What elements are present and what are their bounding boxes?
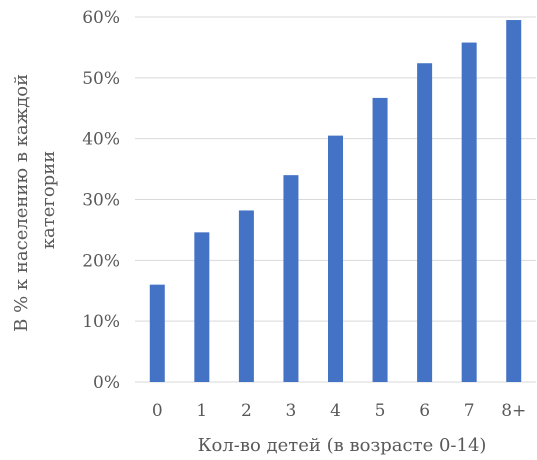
x-tick-label: 6 <box>419 401 430 421</box>
bar <box>328 135 343 382</box>
y-tick-label: 40% <box>82 130 120 150</box>
x-axis-title: Кол-во детей (в возрасте 0-14) <box>198 435 487 456</box>
bar <box>506 20 522 383</box>
x-tick-label: 3 <box>286 401 297 421</box>
x-tick-label: 0 <box>152 401 163 421</box>
y-tick-label: 60% <box>82 8 120 28</box>
y-axis-ticks: 0% 10% 20% 30% 40% 50% 60% <box>82 8 120 393</box>
x-tick-label: 1 <box>196 401 207 421</box>
y-tick-label: 50% <box>82 69 120 89</box>
x-axis-ticks: 0 1 2 3 4 5 6 7 8+ <box>152 401 526 421</box>
bars <box>149 20 522 383</box>
y-tick-label: 20% <box>82 251 120 271</box>
bar <box>372 97 388 383</box>
x-tick-label: 7 <box>464 401 475 421</box>
y-axis-title-line-2: категории <box>38 151 59 249</box>
x-tick-label: 8+ <box>501 401 526 421</box>
x-tick-label: 5 <box>375 401 386 421</box>
y-tick-label: 30% <box>82 191 120 211</box>
x-tick-label: 4 <box>330 401 341 421</box>
bar <box>283 175 299 382</box>
x-tick-label: 2 <box>241 401 252 421</box>
bar <box>149 284 165 382</box>
y-tick-label: 0% <box>93 373 120 393</box>
bar <box>461 42 477 383</box>
bar <box>238 210 254 382</box>
y-axis-title-line-1: В % к населению в каждой <box>11 74 32 332</box>
y-tick-label: 10% <box>82 312 120 332</box>
y-axis-title: В % к населению в каждой категории <box>11 68 59 332</box>
bar <box>417 63 433 382</box>
bar <box>194 232 210 382</box>
